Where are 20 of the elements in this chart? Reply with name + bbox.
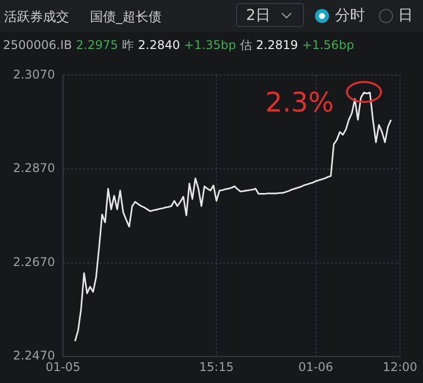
text: +1.35bp [184,38,236,52]
y-tick-label: 2.2870 [13,161,55,176]
text: +1.56bp [302,38,354,52]
text: 2.2840 [138,38,180,52]
text: 估 [240,38,252,52]
y-tick-label: 2.2670 [13,254,55,269]
annotation: 2.3% [265,88,334,119]
text: 国债_超长债 [90,9,162,26]
text: 2日 [246,6,271,25]
text: 昨 [122,38,134,52]
x-tick-label: 12:00 [382,360,418,374]
text: 分时 [335,6,365,25]
text: 2.2975 [76,38,118,52]
text: 2.2819 [256,38,298,52]
text: 活跃券成交 [4,9,69,26]
y-tick-label: 2.3070 [13,67,55,82]
text: 日 [398,6,413,25]
x-tick-label: 15:15 [199,360,234,374]
text: 2500006.IB [3,38,72,52]
x-tick-label: 01-06 [298,360,334,374]
